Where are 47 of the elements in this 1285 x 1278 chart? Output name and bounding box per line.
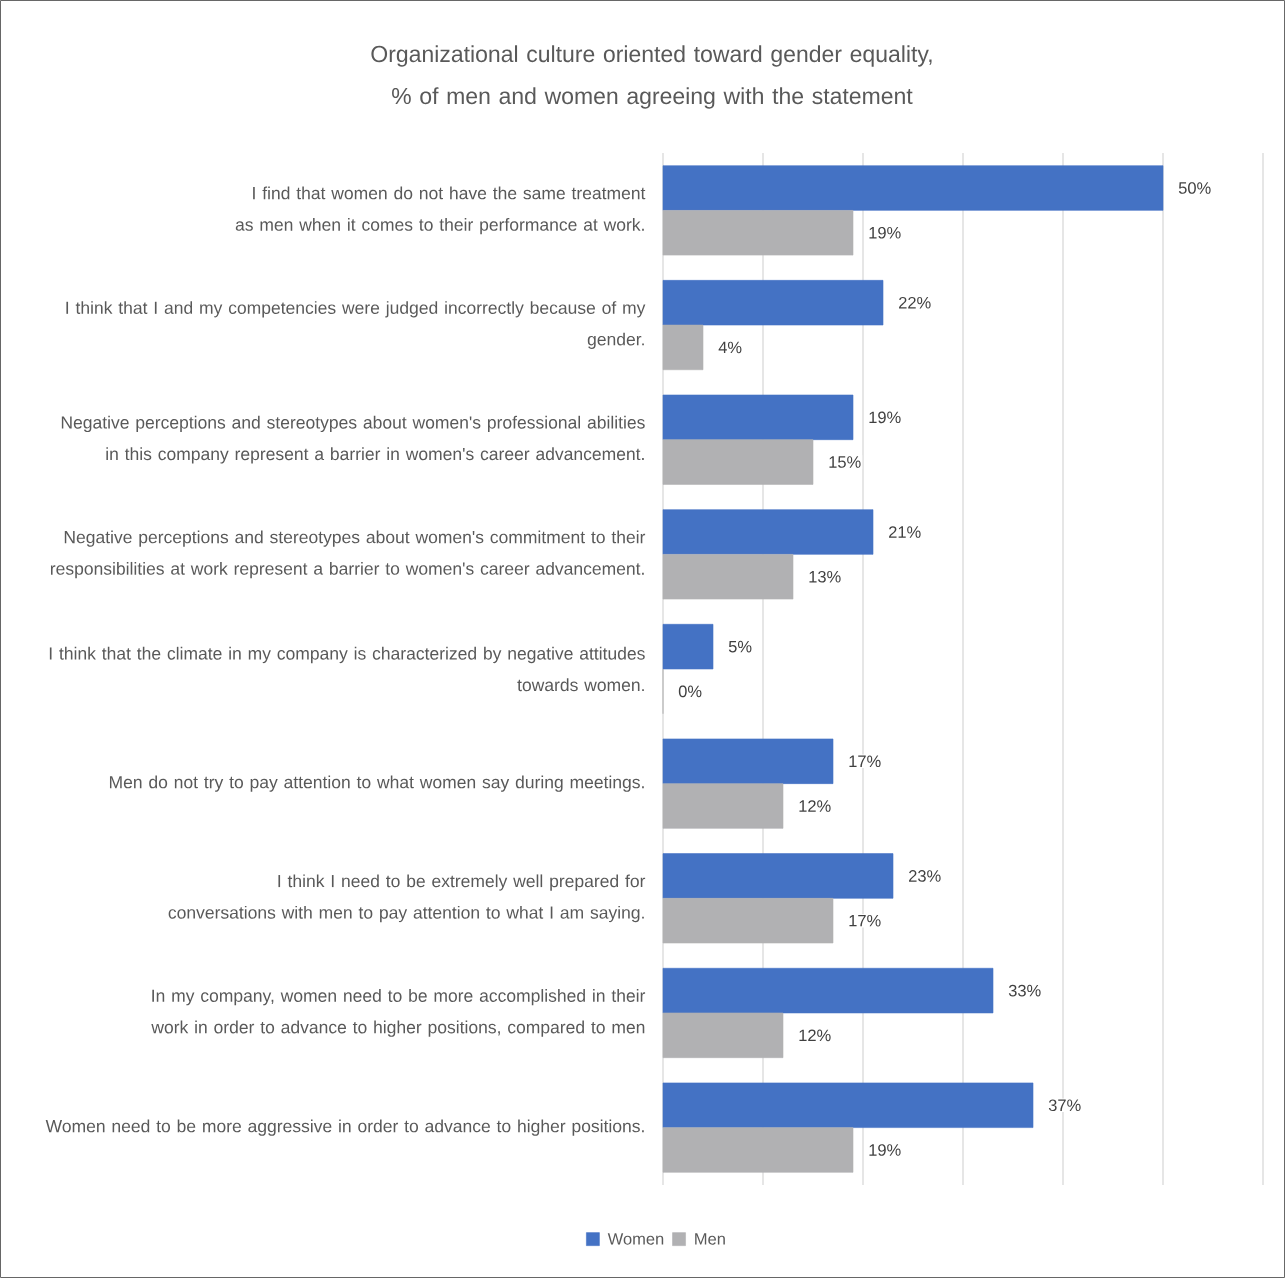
data-label: 17% (849, 755, 881, 768)
data-label: 13% (809, 570, 841, 583)
bar (662, 898, 834, 944)
bar (662, 439, 814, 485)
y-tick-label: Negative perceptions and stereotypes about women's professional abilities in this company represent a barrier in women's career advancement. (61, 415, 645, 464)
data-label: 37% (1048, 1099, 1081, 1112)
data-label: 23% (909, 870, 941, 882)
y-tick-label: I think that I and my competencies were judged incorrectly because of my gender. (66, 301, 646, 349)
y-tick-label: Negative perceptions and stereotypes about women's commitment to their responsibilities at work represent a barrier to women's career advancement. (50, 530, 646, 579)
y-tick-label: I find that women do not have the same treatment as men when it comes to their performance at work. (235, 186, 646, 235)
bar (662, 210, 854, 256)
legend-label: Women (607, 1233, 664, 1245)
y-tick-label: I think I need to be extremely well prepared for conversations with men to pay attention to what I am saying. (168, 874, 646, 923)
bar (662, 853, 894, 899)
data-label: 19% (869, 226, 901, 239)
bar (662, 324, 704, 371)
data-label: 50% (1178, 182, 1211, 194)
y-tick-label: I think that the climate in my company is characterized by negative attitudes towards women. (49, 646, 645, 692)
data-label: 21% (889, 526, 921, 538)
data-label: 33% (1008, 984, 1041, 997)
bar (662, 165, 1164, 211)
bar (662, 1127, 854, 1173)
bar (662, 783, 784, 829)
data-label: 22% (899, 296, 931, 309)
data-label: 15% (829, 456, 861, 468)
bar (662, 967, 994, 1014)
y-tick-label: Women need to be more aggressive in order to advance to higher positions. (45, 1119, 644, 1136)
y-tick-label: Men do not try to pay attention to what women say during meetings. (109, 775, 644, 792)
data-label: 5% (728, 640, 752, 653)
y-tick-label: In my company, women need to be more accomplished in their work in order to advance to higher positions, compared to men (151, 989, 646, 1037)
data-label: 0% (678, 685, 702, 698)
bar (662, 1012, 784, 1058)
bar (662, 509, 874, 555)
bar (662, 394, 854, 440)
chart-title: Organizational culture oriented toward gender equality, % of men and women agreeing with the statement (371, 45, 932, 109)
bar (662, 624, 714, 670)
data-label: 12% (799, 1029, 831, 1042)
data-label: 4% (718, 341, 742, 354)
bar (662, 1082, 1034, 1128)
data-label: 19% (869, 411, 901, 424)
data-label: 17% (849, 914, 881, 927)
data-label: 12% (799, 800, 831, 812)
legend-label: Men (695, 1233, 725, 1245)
data-label: 19% (869, 1144, 901, 1156)
bar (662, 738, 834, 784)
bar (662, 280, 884, 326)
bar (662, 554, 794, 600)
